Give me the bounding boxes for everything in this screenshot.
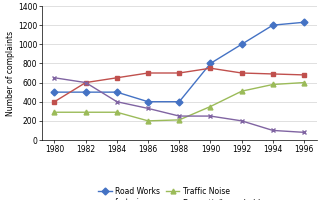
Traffic Noise	[240, 90, 244, 92]
factories	[146, 72, 150, 74]
Road Works	[84, 91, 88, 93]
Road Works	[271, 24, 275, 26]
Road Works	[53, 91, 57, 93]
Road Works	[146, 101, 150, 103]
Domestic/household	[271, 129, 275, 132]
Traffic Noise	[53, 111, 57, 113]
Traffic Noise	[302, 81, 306, 84]
Domestic/household	[146, 107, 150, 110]
Line: factories: factories	[52, 66, 307, 104]
factories	[53, 101, 57, 103]
Domestic/household	[53, 77, 57, 79]
factories	[271, 73, 275, 75]
Domestic/household	[84, 81, 88, 84]
Traffic Noise	[115, 111, 119, 113]
Domestic/household	[177, 115, 181, 117]
Road Works	[115, 91, 119, 93]
Traffic Noise	[146, 120, 150, 122]
factories	[209, 67, 213, 69]
factories	[115, 77, 119, 79]
Domestic/household	[240, 120, 244, 122]
factories	[84, 81, 88, 84]
Line: Domestic/household: Domestic/household	[52, 75, 307, 135]
Road Works	[240, 43, 244, 45]
Traffic Noise	[84, 111, 88, 113]
Domestic/household	[115, 101, 119, 103]
factories	[302, 74, 306, 76]
factories	[177, 72, 181, 74]
Y-axis label: Number of complaints: Number of complaints	[6, 30, 15, 116]
Line: Road Works: Road Works	[52, 20, 307, 104]
factories	[240, 72, 244, 74]
Domestic/household	[302, 131, 306, 134]
Road Works	[302, 21, 306, 23]
Traffic Noise	[177, 119, 181, 121]
Traffic Noise	[271, 83, 275, 86]
Traffic Noise	[209, 105, 213, 108]
Road Works	[209, 62, 213, 65]
Legend: Road Works, factories, Traffic Noise, Domestic/household: Road Works, factories, Traffic Noise, Do…	[95, 184, 264, 200]
Domestic/household	[209, 115, 213, 117]
Line: Traffic Noise: Traffic Noise	[52, 80, 307, 123]
Road Works	[177, 101, 181, 103]
